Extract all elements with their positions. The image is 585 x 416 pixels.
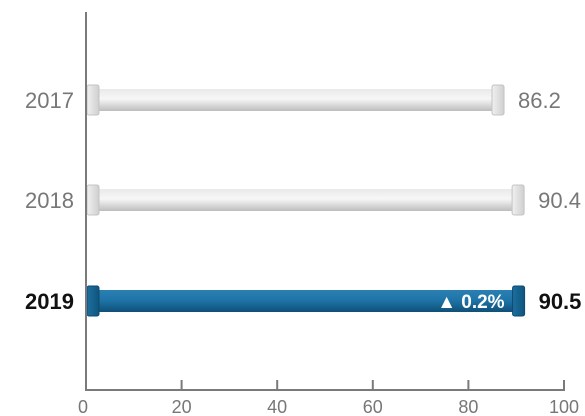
value-label-2017: 86.2: [518, 88, 561, 113]
value-label-2018: 90.4: [538, 188, 581, 213]
value-label-2019: 90.5: [539, 289, 582, 314]
bar-end-cap-2019: [512, 285, 526, 317]
x-tick-label-20: 20: [172, 397, 192, 416]
x-tick-label-40: 40: [267, 397, 287, 416]
bars-layer: 2017 86.2 2018 90.4 2019 90.5 ▲ 0.2%: [25, 84, 582, 317]
x-tick-label-80: 80: [458, 397, 478, 416]
bar-end-cap-2018: [511, 184, 525, 216]
axes-layer: 0 20 40 60 80 100: [78, 12, 579, 416]
x-tick-label-60: 60: [363, 397, 383, 416]
category-label-2018: 2018: [25, 188, 74, 213]
bar-2018: [90, 189, 519, 211]
bar-start-cap-2017: [86, 84, 100, 116]
bar-start-cap-2018: [86, 184, 100, 216]
bar-2019: [90, 290, 519, 312]
category-label-2017: 2017: [25, 88, 74, 113]
bar-2017: [90, 89, 499, 111]
x-tick-label-0: 0: [78, 397, 88, 416]
bar-end-cap-2017: [491, 84, 505, 116]
bar-start-cap-2019: [86, 285, 100, 317]
x-tick-label-100: 100: [549, 397, 579, 416]
bar-group-2019: 2019 90.5 ▲ 0.2%: [25, 285, 582, 317]
change-annotation: ▲ 0.2%: [437, 292, 504, 313]
bar-group-2017: 2017 86.2: [25, 84, 561, 116]
bar-group-2018: 2018 90.4: [25, 184, 581, 216]
category-label-2019: 2019: [25, 289, 74, 314]
